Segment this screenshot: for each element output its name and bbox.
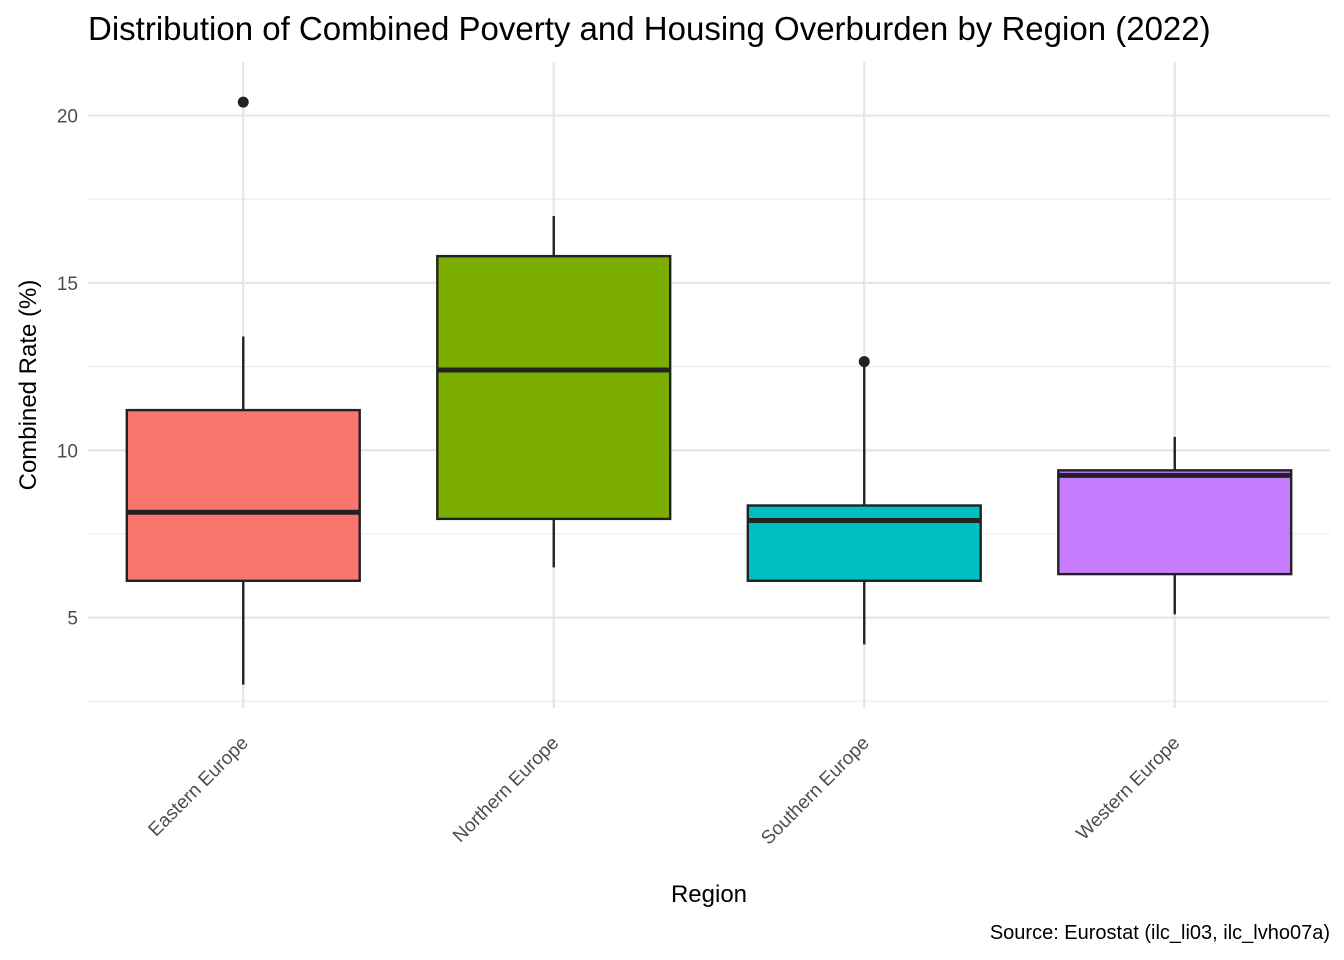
x-tick-label: Southern Europe (757, 733, 873, 849)
boxes (125, 96, 1293, 685)
box-western-europe (1057, 436, 1293, 615)
chart-caption: Source: Eurostat (ilc_li03, ilc_lvho07a) (989, 922, 1330, 944)
y-tick-label: 15 (57, 274, 78, 295)
box-southern-europe (746, 361, 982, 645)
x-axis-ticks: Eastern Europe Northern Europe Southern Eu… (145, 733, 1185, 849)
box-body (1057, 469, 1293, 576)
outlier-point (858, 356, 870, 368)
chart-title: Distribution of Combined Poverty and Hou… (88, 10, 1211, 47)
box-body (436, 254, 672, 521)
y-tick-label: 10 (57, 441, 78, 462)
x-axis-title: Region (671, 881, 747, 908)
x-tick-label: Western Europe (1073, 733, 1185, 845)
grid (88, 62, 1330, 708)
x-tick-label: Eastern Europe (145, 733, 253, 841)
y-tick-label: 5 (67, 609, 78, 630)
box-body (125, 408, 361, 583)
box-body (746, 504, 982, 583)
y-axis-title: Combined Rate (%) (15, 280, 42, 491)
y-axis-ticks: 5 10 15 20 (57, 107, 78, 630)
y-tick-label: 20 (57, 107, 78, 128)
box-northern-europe (436, 215, 672, 568)
x-tick-label: Northern Europe (449, 733, 563, 847)
outlier-point (237, 96, 249, 108)
box-eastern-europe (125, 96, 361, 685)
